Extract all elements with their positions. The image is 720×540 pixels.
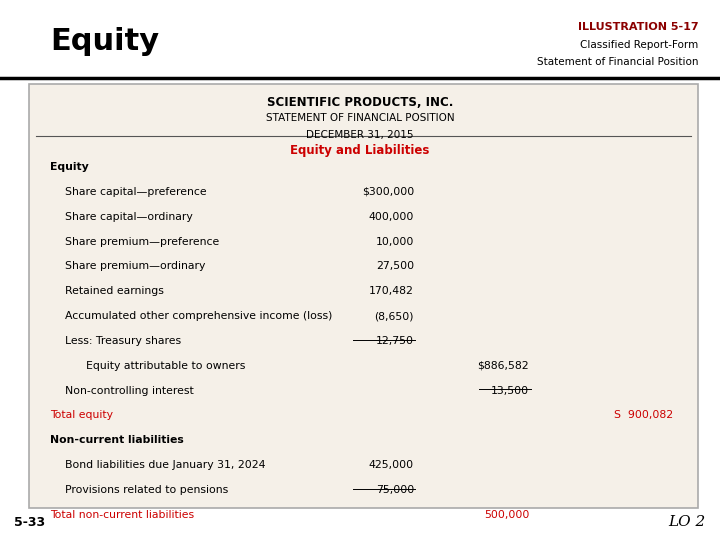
Text: Equity: Equity	[50, 27, 160, 56]
Text: (8,650): (8,650)	[374, 311, 414, 321]
Text: 400,000: 400,000	[369, 212, 414, 222]
Text: Less: Treasury shares: Less: Treasury shares	[65, 336, 181, 346]
Text: Accumulated other comprehensive income (loss): Accumulated other comprehensive income (…	[65, 311, 332, 321]
Text: 75,000: 75,000	[376, 485, 414, 495]
Text: 27,500: 27,500	[376, 261, 414, 272]
Text: Share premium—preference: Share premium—preference	[65, 237, 219, 247]
Text: Total equity: Total equity	[50, 410, 114, 421]
Text: Statement of Financial Position: Statement of Financial Position	[537, 57, 698, 67]
Text: $300,000: $300,000	[361, 187, 414, 197]
Text: Bond liabilities due January 31, 2024: Bond liabilities due January 31, 2024	[65, 460, 265, 470]
Text: Equity: Equity	[50, 162, 89, 172]
Text: DECEMBER 31, 2015: DECEMBER 31, 2015	[306, 130, 414, 140]
Text: Non-current liabilities: Non-current liabilities	[50, 435, 184, 445]
Text: LO 2: LO 2	[668, 515, 706, 529]
Text: SCIENTIFIC PRODUCTS, INC.: SCIENTIFIC PRODUCTS, INC.	[267, 96, 453, 109]
Text: Total non-current liabilities: Total non-current liabilities	[50, 510, 194, 520]
Text: 500,000: 500,000	[484, 510, 529, 520]
Text: Retained earnings: Retained earnings	[65, 286, 163, 296]
Text: 12,750: 12,750	[376, 336, 414, 346]
Text: STATEMENT OF FINANCIAL POSITION: STATEMENT OF FINANCIAL POSITION	[266, 113, 454, 124]
Text: Share capital—preference: Share capital—preference	[65, 187, 207, 197]
Text: ILLUSTRATION 5-17: ILLUSTRATION 5-17	[577, 22, 698, 32]
Text: 170,482: 170,482	[369, 286, 414, 296]
Text: Equity attributable to owners: Equity attributable to owners	[79, 361, 246, 371]
Text: Classified Report-Form: Classified Report-Form	[580, 40, 698, 51]
Text: S  900,082: S 900,082	[614, 410, 673, 421]
Text: Share capital—ordinary: Share capital—ordinary	[65, 212, 192, 222]
Text: 425,000: 425,000	[369, 460, 414, 470]
Text: 13,500: 13,500	[491, 386, 529, 396]
Text: 10,000: 10,000	[376, 237, 414, 247]
Text: Provisions related to pensions: Provisions related to pensions	[65, 485, 228, 495]
Text: $886,582: $886,582	[477, 361, 529, 371]
Text: Share premium—ordinary: Share premium—ordinary	[65, 261, 205, 272]
Text: 5-33: 5-33	[14, 516, 45, 529]
Text: Equity and Liabilities: Equity and Liabilities	[290, 144, 430, 157]
Text: Non-controlling interest: Non-controlling interest	[65, 386, 194, 396]
FancyBboxPatch shape	[29, 84, 698, 508]
